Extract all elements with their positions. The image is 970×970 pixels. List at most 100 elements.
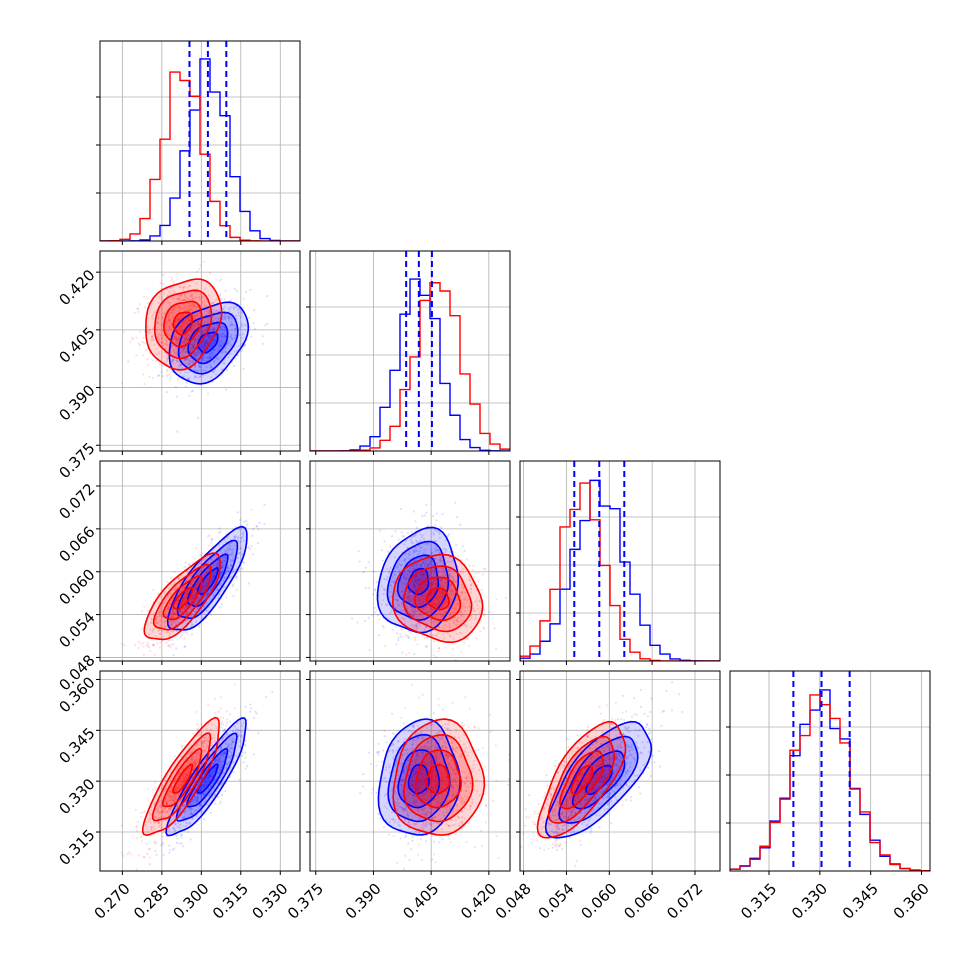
scatter-point [183, 597, 186, 601]
scatter-point [423, 565, 426, 568]
scatter-point [432, 654, 435, 657]
scatter-point [418, 578, 421, 581]
scatter-point [191, 595, 194, 599]
scatter-point [448, 584, 451, 587]
scatter-point [159, 610, 162, 613]
scatter-point [233, 536, 237, 540]
scatter-point [227, 569, 230, 572]
scatter-point [179, 823, 183, 826]
scatter-point [202, 793, 205, 796]
scatter-point [178, 824, 181, 827]
scatter-point [419, 614, 422, 617]
scatter-point [226, 566, 230, 569]
scatter-point [185, 632, 188, 635]
scatter-point [164, 600, 167, 603]
scatter-point [238, 551, 241, 555]
scatter-point [228, 749, 231, 752]
scatter-point [160, 298, 163, 301]
scatter-point [187, 371, 190, 374]
scatter-point [174, 822, 177, 825]
scatter-point [409, 599, 412, 602]
scatter-point [167, 605, 170, 608]
scatter-point [389, 566, 392, 570]
scatter-point [173, 305, 176, 309]
scatter-point [223, 559, 226, 563]
scatter-point [410, 580, 414, 583]
scatter-point [184, 338, 187, 341]
scatter-point [423, 563, 426, 566]
scatter-point [182, 319, 185, 323]
scatter-point [184, 358, 187, 361]
scatter-point [449, 614, 452, 617]
scatter-point [461, 571, 465, 574]
contour-red [143, 552, 221, 641]
scatter-point [201, 374, 204, 377]
scatter-point [236, 731, 239, 735]
scatter-point [213, 316, 216, 320]
scatter-point [156, 335, 159, 338]
scatter-point [219, 768, 222, 771]
contour-red [145, 278, 223, 371]
scatter-point [187, 830, 190, 834]
scatter-point [444, 611, 447, 614]
scatter-point [195, 808, 198, 812]
scatter-point [187, 822, 190, 825]
scatter-point [217, 759, 220, 762]
scatter-point [244, 751, 247, 755]
scatter-point [459, 620, 463, 623]
scatter-point [152, 338, 155, 341]
scatter-point [202, 369, 206, 372]
scatter-point [228, 553, 231, 557]
scatter-point [432, 590, 435, 593]
scatter-point [142, 645, 145, 648]
scatter-point [196, 583, 199, 586]
scatter-point [195, 800, 198, 803]
scatter-point [171, 815, 175, 818]
scatter-point [150, 339, 153, 342]
scatter-point [224, 742, 227, 746]
scatter-point [397, 538, 400, 541]
scatter-point [411, 569, 414, 572]
scatter-point [453, 616, 456, 619]
scatter-point [133, 311, 136, 314]
scatter-point [184, 565, 187, 569]
scatter-point [220, 602, 223, 606]
scatter-point [235, 289, 238, 293]
scatter-point [444, 586, 447, 589]
scatter-point [229, 747, 232, 750]
scatter-point [221, 566, 224, 569]
scatter-point [493, 627, 496, 630]
scatter-point [419, 539, 422, 542]
scatter-point [482, 567, 485, 570]
scatter-point [441, 591, 444, 594]
scatter-point [170, 346, 173, 349]
scatter-point [414, 549, 417, 552]
scatter-point [221, 571, 224, 575]
scatter-point [229, 757, 232, 760]
scatter-point [424, 625, 427, 629]
scatter-point [210, 352, 213, 355]
scatter-point [183, 815, 186, 818]
scatter-point [230, 317, 233, 320]
scatter-point [182, 811, 185, 814]
scatter-point [176, 601, 179, 604]
scatter-point [252, 553, 255, 556]
scatter-point [364, 566, 367, 569]
scatter-point [420, 536, 423, 539]
scatter-point [393, 580, 396, 583]
scatter-point [475, 617, 478, 620]
scatter-point [380, 603, 383, 606]
scatter-point [169, 645, 172, 649]
scatter-point [222, 585, 225, 589]
scatter-point [217, 317, 220, 320]
scatter-point [410, 539, 413, 542]
scatter-point [162, 334, 165, 337]
scatter-point [435, 634, 438, 637]
scatter-point [190, 621, 193, 624]
scatter-point [183, 811, 186, 814]
scatter-point [394, 592, 397, 595]
scatter-point [388, 612, 392, 615]
scatter-point [191, 345, 194, 348]
scatter-point [165, 802, 168, 806]
scatter-point [197, 352, 200, 355]
